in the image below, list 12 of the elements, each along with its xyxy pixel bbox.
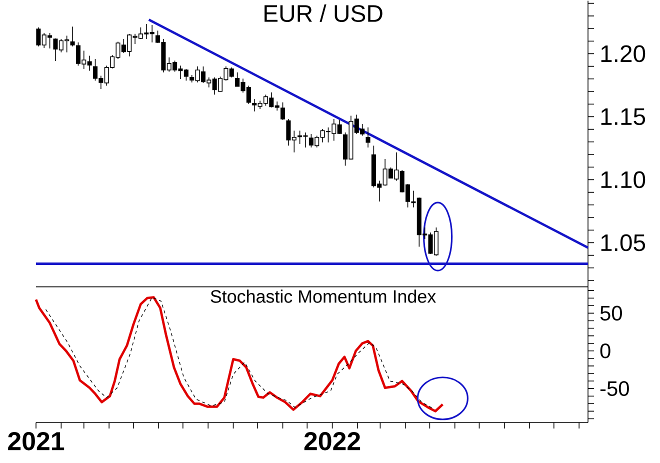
- y-tick-label: 1.15: [601, 108, 646, 126]
- x-tick-label: 2021: [8, 432, 64, 450]
- x-tick-label: 2022: [304, 432, 360, 450]
- y-tick-label: -50: [600, 381, 629, 396]
- y-tick-label: 1.05: [601, 234, 646, 252]
- y-tick-label: 1.20: [601, 45, 646, 62]
- chart-title: Stochastic Momentum Index: [210, 290, 436, 303]
- candlestick: [366, 127, 370, 148]
- y-tick-label: 1.10: [601, 171, 646, 188]
- y-tick-label: 0: [600, 344, 610, 358]
- chart-title: EUR / USD: [264, 4, 382, 22]
- y-tick-label: 50: [600, 306, 622, 321]
